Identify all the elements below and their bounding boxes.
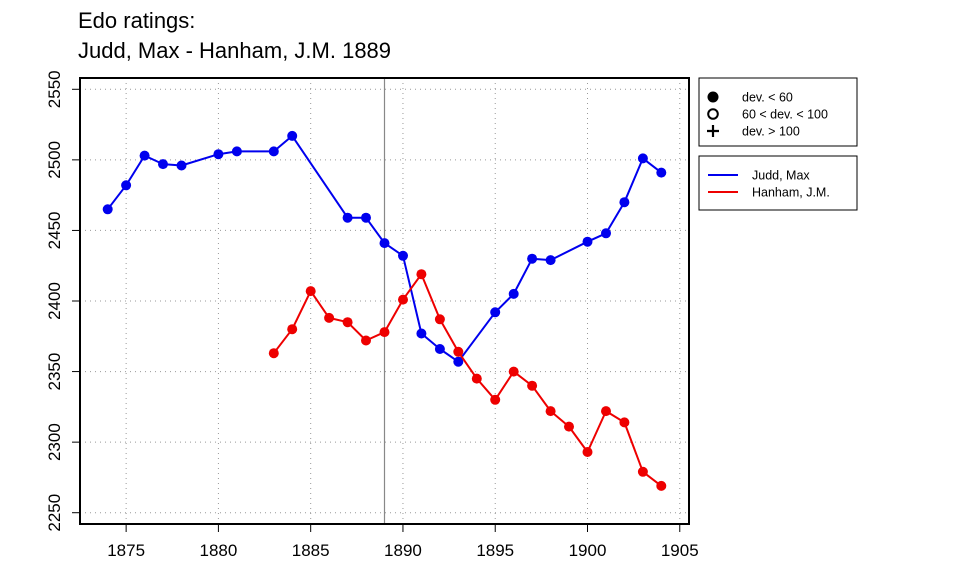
- series-0-point: [102, 204, 113, 215]
- series-layer: [102, 130, 667, 491]
- y-tick-label: 2250: [45, 494, 64, 532]
- marker-legend-label-1: 60 < dev. < 100: [742, 108, 828, 122]
- filled-circle-icon: [707, 91, 719, 103]
- series-line-1: [273, 273, 662, 487]
- series-0-point: [268, 146, 279, 157]
- series-1-point: [656, 480, 667, 491]
- series-1-point: [564, 421, 574, 432]
- series-1-point: [490, 394, 501, 405]
- series-0-point: [361, 212, 371, 223]
- x-tick-label: 1905: [661, 541, 699, 560]
- series-0-point: [601, 228, 611, 239]
- x-tick-label: 1885: [292, 541, 330, 560]
- y-tick-label: 2300: [45, 423, 64, 461]
- series-0-point: [416, 328, 427, 339]
- series-1-point: [361, 335, 371, 346]
- series-1-point: [619, 417, 630, 428]
- series-0-point: [619, 197, 630, 208]
- series-0-point: [398, 250, 408, 261]
- series-0-point: [637, 153, 648, 164]
- series-1-point: [324, 312, 335, 323]
- y-tick-label: 2350: [45, 353, 64, 391]
- series-1-point: [287, 324, 298, 335]
- series-0-point: [287, 130, 298, 141]
- series-0-point: [176, 160, 187, 171]
- x-tick-label: 1875: [107, 541, 145, 560]
- y-tick-label: 2500: [45, 141, 64, 179]
- series-1-point: [582, 447, 593, 457]
- series-1-point: [601, 406, 611, 417]
- x-tick-label: 1880: [199, 541, 237, 560]
- y-tick-label: 2550: [45, 70, 64, 108]
- marker-legend: dev. < 60 60 < dev. < 100 dev. > 100: [698, 77, 858, 147]
- marker-legend-label-0: dev. < 60: [742, 91, 793, 105]
- series-0-point: [121, 180, 132, 191]
- series-1-point: [508, 366, 519, 377]
- series-legend-box: [698, 155, 858, 211]
- series-1-point: [545, 406, 556, 417]
- series-1-point: [398, 294, 408, 305]
- series-legend-label-judd: Judd, Max: [752, 169, 810, 183]
- series-0-point: [342, 212, 353, 223]
- series-0-point: [582, 236, 593, 247]
- axis-layer: 1875 1880 1885 1890 1895 1900 1905 2250 2300 2350…: [45, 70, 699, 560]
- series-1-point: [416, 269, 427, 280]
- series-0-point: [527, 253, 538, 264]
- chart-title-line-2: Judd, Max - Hanham, J.M. 1889: [78, 38, 392, 63]
- marker-legend-label-2: dev. > 100: [742, 125, 800, 139]
- series-1-point: [268, 348, 279, 359]
- series-0-point: [453, 356, 464, 367]
- series-0-point: [213, 149, 224, 160]
- marker-legend-box: [698, 77, 858, 147]
- series-0-point: [545, 255, 556, 266]
- series-0-point: [231, 146, 242, 157]
- series-0-point: [434, 344, 445, 354]
- y-tick-label: 2400: [45, 282, 64, 320]
- series-1-point: [471, 373, 482, 384]
- series-1-point: [379, 327, 390, 338]
- x-tick-label: 1900: [569, 541, 607, 560]
- chart-title-line-1: Edo ratings:: [78, 8, 196, 33]
- series-legend: Judd, Max Hanham, J.M.: [698, 155, 858, 211]
- y-tick-label: 2450: [45, 212, 64, 250]
- series-0-point: [379, 238, 390, 249]
- series-0-point: [139, 150, 150, 161]
- series-legend-label-hanham: Hanham, J.M.: [752, 186, 830, 200]
- series-1-point: [305, 286, 316, 297]
- series-1-point: [527, 380, 538, 391]
- plus-icon: [707, 125, 719, 137]
- series-1-point: [453, 346, 464, 357]
- open-circle-icon: [707, 108, 719, 120]
- series-0-point: [158, 159, 168, 170]
- series-0-point: [656, 167, 667, 178]
- x-tick-label: 1895: [476, 541, 514, 560]
- series-0-point: [508, 288, 519, 299]
- series-1-point: [637, 466, 648, 477]
- series-1-point: [342, 317, 353, 328]
- series-0-point: [490, 307, 501, 318]
- series-1-point: [434, 314, 445, 325]
- x-tick-label: 1890: [384, 541, 422, 560]
